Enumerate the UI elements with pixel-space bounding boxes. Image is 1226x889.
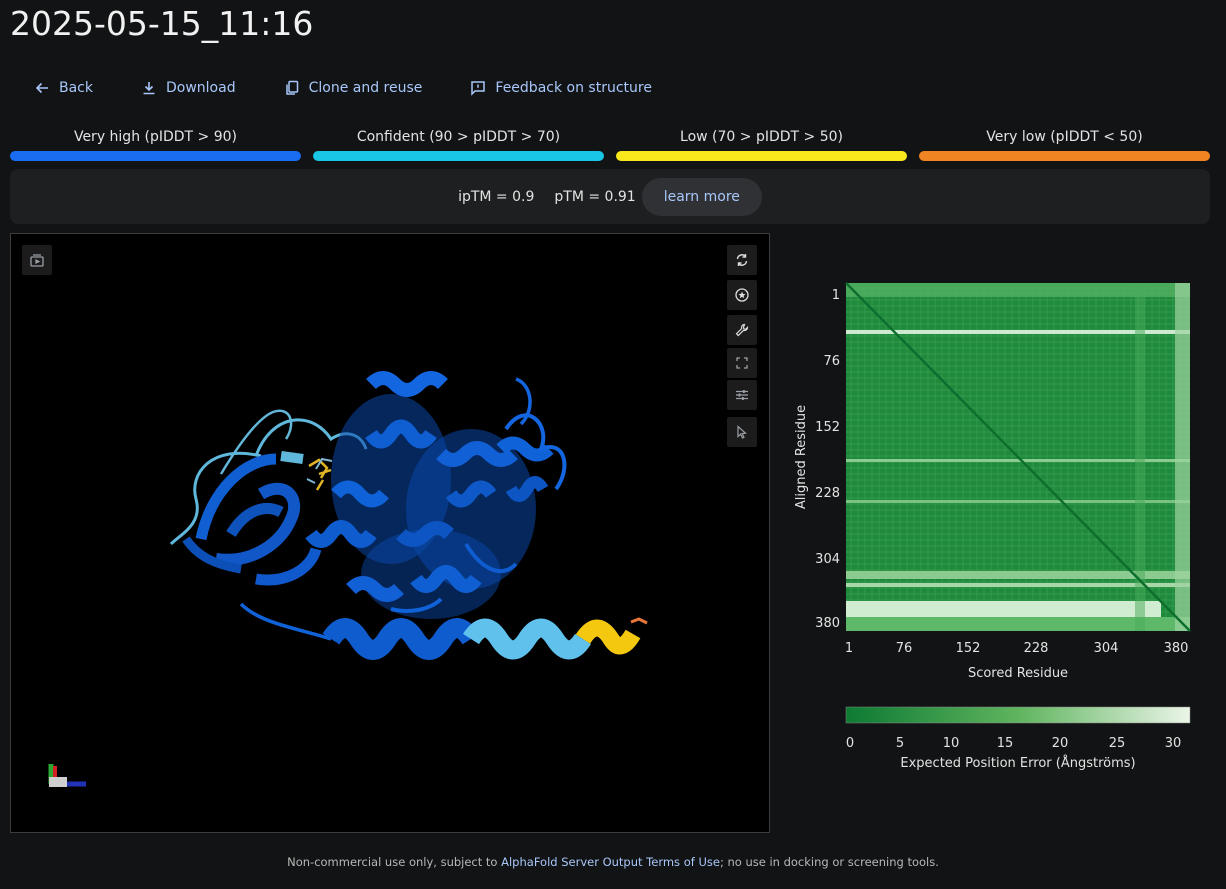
- copy-icon: [285, 80, 298, 95]
- colorbar-tick: 15: [997, 736, 1014, 751]
- learn-more-button[interactable]: learn more: [641, 177, 762, 216]
- x-tick: 304: [1094, 641, 1119, 656]
- protein-structure-render: [48, 371, 648, 787]
- screenshot-button[interactable]: [22, 245, 52, 275]
- y-tick: 152: [815, 420, 840, 435]
- legend-bar: [919, 151, 1210, 161]
- confidence-scores-panel: ipTM = 0.9 pTM = 0.91 learn more: [10, 169, 1210, 224]
- legend-low: Low (70 > pIDDT > 50): [616, 128, 907, 161]
- feedback-icon: [471, 81, 486, 96]
- arrow-left-icon: [35, 82, 48, 94]
- axes-gizmo: [48, 764, 86, 787]
- legend-very-high: Very high (pIDDT > 90): [10, 128, 301, 161]
- colorbar-tick: 20: [1052, 736, 1069, 751]
- legend-label: Low (70 > pIDDT > 50): [680, 129, 843, 145]
- back-label: Back: [59, 80, 93, 96]
- fullscreen-button[interactable]: [727, 348, 757, 378]
- clone-and-reuse-button[interactable]: Clone and reuse: [284, 80, 423, 96]
- plddt-legend: Very high (pIDDT > 90) Confident (90 > p…: [10, 128, 1210, 161]
- fullscreen-icon: [736, 357, 748, 369]
- x-tick: 1: [845, 641, 853, 656]
- footer-disclaimer: Non-commercial use only, subject to Alph…: [0, 855, 1226, 869]
- wrench-icon: [735, 323, 749, 337]
- y-tick: 1: [832, 288, 840, 303]
- feedback-button[interactable]: Feedback on structure: [470, 80, 652, 96]
- focus-icon: [735, 288, 749, 302]
- select-button[interactable]: [727, 417, 757, 447]
- spin-button[interactable]: [727, 245, 757, 275]
- y-tick: 76: [823, 354, 840, 369]
- back-button[interactable]: Back: [34, 80, 93, 96]
- clone-label: Clone and reuse: [308, 80, 423, 96]
- legend-bar: [616, 151, 907, 161]
- x-tick: 152: [956, 641, 981, 656]
- tools-button[interactable]: [727, 315, 757, 345]
- action-toolbar: Back Download Clone and reuse Feedback o…: [34, 76, 700, 100]
- download-icon: [143, 82, 155, 95]
- ptm-score: pTM = 0.91: [554, 188, 636, 205]
- pae-colorbar: [845, 706, 1191, 724]
- colorbar-tick: 30: [1165, 736, 1182, 751]
- footer-prefix: Non-commercial use only, subject to: [287, 855, 502, 869]
- x-tick: 76: [896, 641, 913, 656]
- settings-button[interactable]: [727, 380, 757, 410]
- colorbar-tick: 5: [896, 736, 904, 751]
- download-label: Download: [166, 80, 236, 96]
- legend-bar: [313, 151, 604, 161]
- terms-link[interactable]: AlphaFold Server Output Terms of Use: [501, 855, 720, 869]
- legend-label: Very low (pIDDT < 50): [986, 129, 1143, 145]
- select-cursor-icon: [737, 425, 747, 439]
- page-title: 2025-05-15_11:16: [10, 4, 314, 43]
- x-tick: 380: [1164, 641, 1189, 656]
- y-tick: 304: [815, 552, 840, 567]
- screenshot-icon: [30, 254, 44, 267]
- colorbar-label: Expected Position Error (Ångströms): [900, 755, 1135, 771]
- iptm-score: ipTM = 0.9: [458, 188, 535, 205]
- colorbar-tick: 10: [943, 736, 960, 751]
- settings-sliders-icon: [736, 390, 748, 400]
- x-axis-label: Scored Residue: [968, 666, 1068, 681]
- focus-button[interactable]: [727, 280, 757, 310]
- colorbar-tick: 0: [846, 736, 854, 751]
- legend-bar: [10, 151, 301, 161]
- legend-very-low: Very low (pIDDT < 50): [919, 128, 1210, 161]
- pae-plot-svg: Aligned Residue 1 76 152 228 304 380 1 7…: [794, 282, 1191, 771]
- feedback-label: Feedback on structure: [495, 80, 652, 96]
- x-tick: 228: [1024, 641, 1049, 656]
- structure-viewer[interactable]: [10, 233, 770, 833]
- legend-confident: Confident (90 > pIDDT > 70): [313, 128, 604, 161]
- legend-label: Confident (90 > pIDDT > 70): [356, 129, 561, 145]
- y-axis-label: Aligned Residue: [794, 405, 809, 509]
- colorbar-tick: 25: [1109, 736, 1126, 751]
- y-tick: 380: [815, 616, 840, 631]
- pae-plot: Aligned Residue 1 76 152 228 304 380 1 7…: [780, 233, 1220, 833]
- spin-icon: [736, 254, 748, 266]
- pae-heatmap: [845, 282, 1191, 632]
- y-tick: 228: [815, 486, 840, 501]
- legend-label: Very high (pIDDT > 90): [73, 129, 238, 145]
- footer-suffix: ; no use in docking or screening tools.: [719, 855, 939, 869]
- download-button[interactable]: Download: [141, 80, 236, 96]
